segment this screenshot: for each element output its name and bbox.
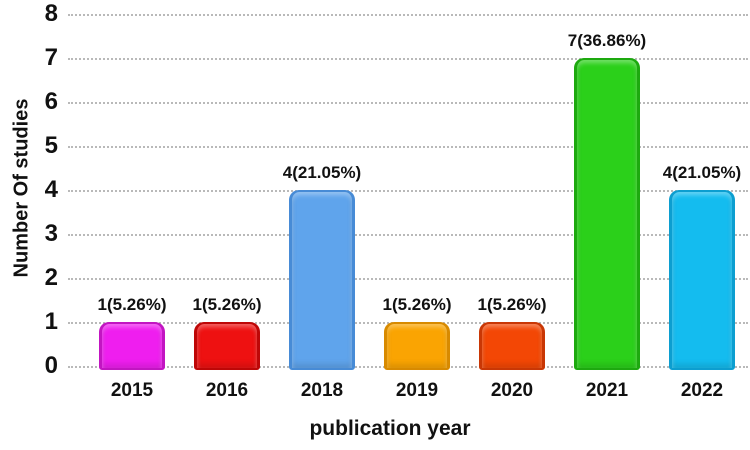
y-tick-label-5: 5 [44,132,58,159]
gridline-y3 [68,234,748,236]
bar-2015 [99,322,165,370]
bar-2021 [574,58,640,370]
y-tick-label-2: 2 [44,264,58,291]
x-tick-label-2021: 2021 [585,380,629,401]
x-tick-label-2018: 2018 [300,380,344,401]
bar-value-label-2019: 1(5.26%) [382,295,452,314]
bar-value-label-2020: 1(5.26%) [477,295,547,314]
x-tick-label-2022: 2022 [680,380,724,401]
gridline-y6 [68,102,748,104]
y-tick-label-7: 7 [44,44,58,71]
x-tick-label-2019: 2019 [395,380,439,401]
bar-value-label-2015: 1(5.26%) [97,295,167,314]
bar-value-label-2018: 4(21.05%) [282,163,362,182]
y-tick-label-3: 3 [44,220,58,247]
bar-value-label-2016: 1(5.26%) [192,295,262,314]
bar-2019 [384,322,450,370]
bar-2020 [479,322,545,370]
y-tick-label-6: 6 [44,88,58,115]
y-tick-label-4: 4 [44,176,58,203]
x-tick-label-2020: 2020 [490,380,534,401]
gridline-y5 [68,146,748,148]
bar-value-label-2021: 7(36.86%) [567,31,647,50]
gridline-y4 [68,190,748,192]
bar-2022 [669,190,735,370]
x-tick-label-2016: 2016 [205,380,249,401]
y-tick-label-8: 8 [44,0,58,27]
x-tick-label-2015: 2015 [110,380,154,401]
bar-2016 [194,322,260,370]
gridline-y7 [68,58,748,60]
bar-value-label-2022: 4(21.05%) [662,163,742,182]
y-tick-label-0: 0 [44,352,58,379]
gridline-y2 [68,278,748,280]
bar-2018 [289,190,355,370]
x-axis-title: publication year [309,417,471,440]
y-tick-label-1: 1 [44,308,58,335]
gridline-y8 [68,14,748,16]
